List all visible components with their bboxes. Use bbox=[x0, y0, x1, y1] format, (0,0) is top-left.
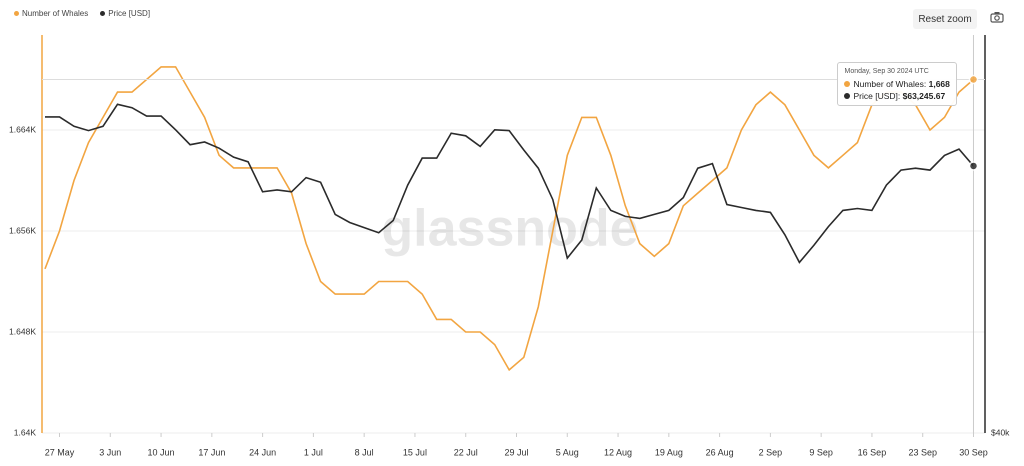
x-tick-label: 19 Aug bbox=[655, 447, 683, 457]
x-tick-label: 24 Jun bbox=[249, 447, 276, 457]
x-tick-label: 10 Jun bbox=[148, 447, 175, 457]
x-tick-label: 5 Aug bbox=[556, 447, 579, 457]
legend: Number of Whales Price [USD] bbox=[14, 9, 150, 18]
legend-item: Number of Whales bbox=[14, 9, 88, 18]
data-line bbox=[44, 66, 975, 372]
y-tick-label: 1.64K bbox=[14, 427, 37, 437]
y2-tick-label: $40k bbox=[991, 427, 1010, 437]
x-tick-label: 29 Jul bbox=[504, 447, 528, 457]
legend-label: Price [USD] bbox=[108, 9, 151, 18]
tooltip-row: Price [USD]$63,245.67 bbox=[844, 90, 949, 102]
x-tick-label: 30 Sep bbox=[959, 447, 988, 457]
reset-zoom-button[interactable]: Reset zoom bbox=[913, 9, 977, 29]
x-tick-label: 2 Sep bbox=[759, 447, 783, 457]
legend-item: Price [USD] bbox=[100, 9, 150, 18]
x-tick-label: 22 Jul bbox=[454, 447, 478, 457]
hover-marker bbox=[968, 161, 979, 171]
hover-marker bbox=[968, 74, 979, 85]
legend-dot bbox=[14, 11, 19, 17]
camera-icon[interactable] bbox=[990, 11, 1004, 23]
x-tick-label: 8 Jul bbox=[355, 447, 374, 457]
legend-dot bbox=[100, 11, 106, 17]
x-tick-label: 3 Jun bbox=[99, 447, 121, 457]
x-tick-label: 15 Jul bbox=[403, 447, 427, 457]
tooltip-title: Monday, Sep 30 2024 UTC bbox=[844, 67, 929, 75]
y-tick-label: 1.656K bbox=[9, 225, 36, 235]
tooltip-name: Price [USD] bbox=[853, 91, 902, 101]
tooltip-value: $63,245.67 bbox=[902, 90, 946, 101]
x-tick-label: 16 Sep bbox=[858, 447, 887, 457]
x-tick-label: 12 Aug bbox=[604, 447, 632, 457]
x-tick-label: 17 Jun bbox=[198, 447, 225, 457]
x-tick-label: 27 May bbox=[45, 447, 75, 457]
legend-label: Number of Whales bbox=[22, 9, 89, 18]
x-tick-label: 9 Sep bbox=[809, 447, 833, 457]
tooltip: Monday, Sep 30 2024 UTC Number of Whales1… bbox=[837, 61, 957, 106]
x-tick-label: 26 Aug bbox=[706, 447, 734, 457]
data-line bbox=[45, 103, 975, 264]
tooltip-dot bbox=[844, 81, 851, 88]
x-tick-label: 23 Sep bbox=[908, 447, 937, 457]
tooltip-row: Number of Whales1,668 bbox=[844, 78, 950, 90]
x-tick-label: 1 Jul bbox=[304, 447, 323, 457]
y-tick-label: 1.664K bbox=[9, 124, 36, 134]
tooltip-dot bbox=[844, 93, 851, 100]
y-tick-label: 1.648K bbox=[9, 326, 36, 336]
tooltip-name: Number of Whales bbox=[853, 79, 928, 89]
tooltip-value: 1,668 bbox=[928, 78, 950, 89]
watermark: glassnode bbox=[381, 200, 638, 258]
